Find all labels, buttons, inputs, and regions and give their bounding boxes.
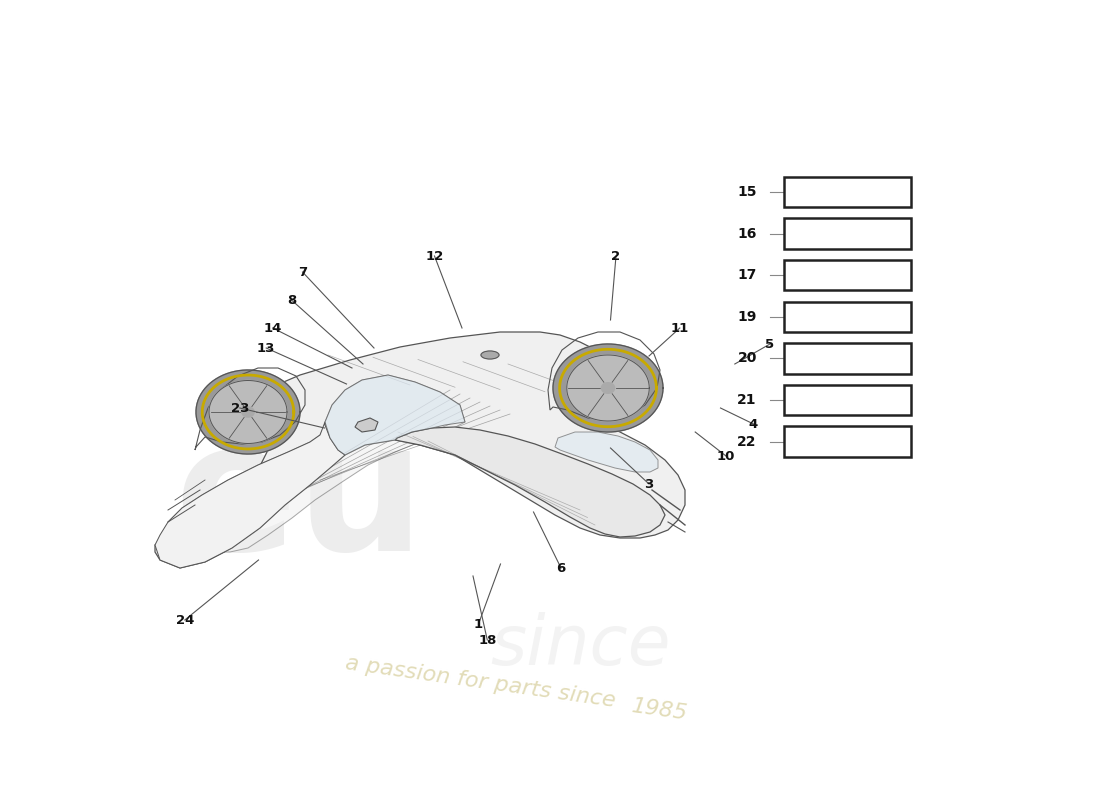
Text: 2: 2 — [612, 250, 620, 262]
Polygon shape — [566, 355, 649, 421]
Text: eu: eu — [175, 412, 426, 588]
FancyBboxPatch shape — [784, 343, 911, 374]
Text: 24: 24 — [176, 614, 194, 626]
Polygon shape — [355, 418, 378, 432]
Polygon shape — [168, 375, 465, 552]
Text: 16: 16 — [737, 226, 757, 241]
Polygon shape — [395, 427, 666, 537]
Polygon shape — [602, 382, 615, 394]
FancyBboxPatch shape — [784, 302, 911, 332]
Text: 8: 8 — [287, 294, 296, 306]
Polygon shape — [553, 344, 663, 432]
Text: 18: 18 — [478, 634, 496, 646]
Text: 1985: 1985 — [630, 696, 690, 724]
Text: 4: 4 — [749, 418, 758, 430]
Text: 19: 19 — [737, 310, 757, 324]
Polygon shape — [242, 407, 254, 417]
Polygon shape — [155, 332, 685, 568]
FancyBboxPatch shape — [784, 260, 911, 290]
Text: a passion for parts since: a passion for parts since — [343, 653, 616, 711]
Text: since: since — [490, 611, 670, 678]
Polygon shape — [196, 370, 300, 454]
Polygon shape — [155, 422, 345, 568]
Polygon shape — [556, 432, 658, 472]
Text: 5: 5 — [766, 338, 774, 350]
Text: 23: 23 — [231, 402, 249, 414]
FancyBboxPatch shape — [784, 426, 911, 457]
Text: 15: 15 — [737, 185, 757, 199]
Text: 20: 20 — [737, 351, 757, 366]
Text: 14: 14 — [264, 322, 282, 334]
FancyBboxPatch shape — [784, 385, 911, 415]
Ellipse shape — [481, 351, 499, 359]
Text: 11: 11 — [671, 322, 689, 334]
FancyBboxPatch shape — [784, 177, 911, 207]
FancyBboxPatch shape — [784, 218, 911, 249]
Polygon shape — [324, 375, 465, 455]
Text: 10: 10 — [717, 450, 735, 462]
Text: 21: 21 — [737, 393, 757, 407]
Text: 7: 7 — [298, 266, 307, 278]
Text: 17: 17 — [737, 268, 757, 282]
Text: 13: 13 — [257, 342, 275, 354]
Text: 6: 6 — [557, 562, 565, 574]
Text: 3: 3 — [645, 478, 653, 490]
Text: 12: 12 — [426, 250, 443, 262]
Polygon shape — [209, 381, 287, 443]
Text: 22: 22 — [737, 434, 757, 449]
Text: 1: 1 — [474, 618, 483, 630]
